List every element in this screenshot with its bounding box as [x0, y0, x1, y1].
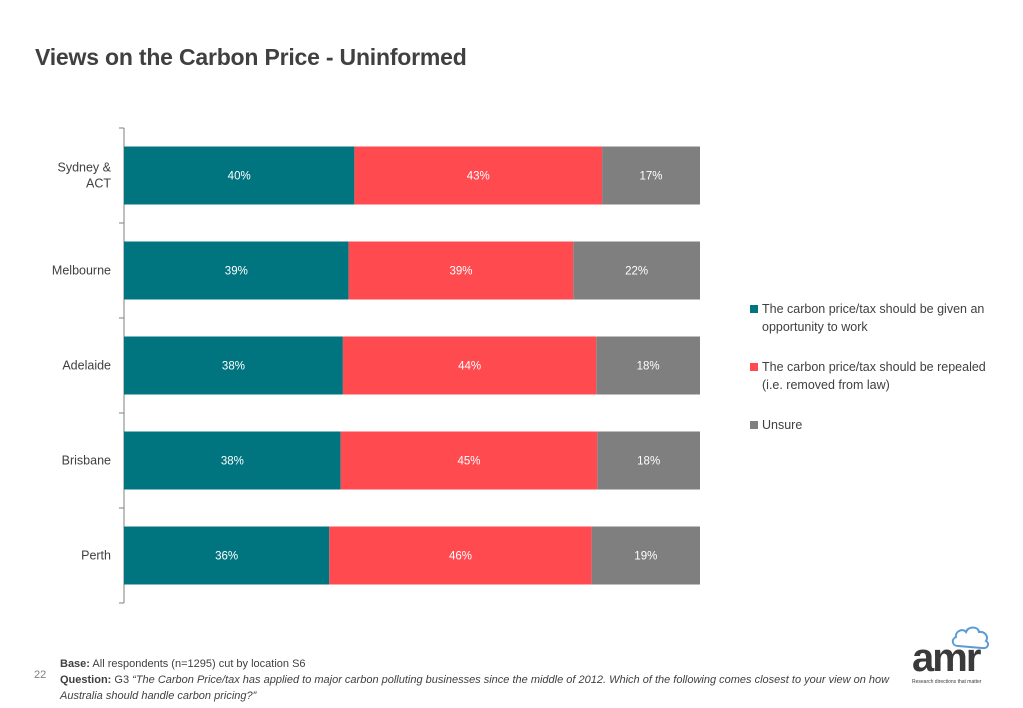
bar-brisbane-series-0 [124, 431, 341, 490]
category-label-sydney-act: Sydney & ACT [57, 161, 111, 191]
bar-perth-series-0 [124, 526, 330, 585]
legend-label-repealed: The carbon price/tax should be repealed … [762, 360, 986, 392]
data-label-perth-series-1: 46% [449, 551, 472, 563]
legend-swatch-red [750, 363, 758, 371]
data-label-perth-series-2: 19% [634, 551, 657, 563]
data-label-melbourne-series-1: 39% [449, 266, 472, 278]
bar-brisbane-series-1 [340, 431, 598, 490]
logo-tagline: Research directions that matter [912, 679, 982, 685]
chart-legend: The carbon price/tax should be given an … [750, 300, 990, 456]
page-number: 22 [34, 669, 47, 681]
data-label-melbourne-series-2: 22% [625, 266, 648, 278]
data-label-melbourne-series-0: 39% [225, 266, 248, 278]
legend-swatch-gray [750, 421, 758, 429]
data-label-adelaide-series-2: 18% [637, 361, 660, 373]
legend-item-opportunity: The carbon price/tax should be given an … [750, 300, 990, 336]
category-label-melbourne: Melbourne [52, 264, 111, 278]
page-title: Views on the Carbon Price - Uninformed [35, 44, 467, 70]
legend-label-unsure: Unsure [762, 418, 803, 432]
bar-melbourne-series-0 [124, 241, 349, 300]
data-label-perth-series-0: 36% [215, 551, 238, 563]
bar-perth-series-1 [329, 526, 592, 585]
bar-melbourne-series-1 [348, 241, 574, 300]
data-label-brisbane-series-2: 18% [637, 456, 660, 468]
base-text: All respondents (n=1295) cut by location… [92, 658, 306, 670]
legend-item-repealed: The carbon price/tax should be repealed … [750, 358, 990, 394]
bar-sydney-act-series-1 [354, 146, 603, 205]
category-label-brisbane: Brisbane [62, 454, 111, 468]
data-label-adelaide-series-0: 38% [222, 361, 245, 373]
bar-sydney-act-series-2 [602, 146, 700, 205]
amr-logo: amr Research directions that matter [908, 622, 998, 692]
logo-text: amr [912, 636, 981, 680]
category-label-perth: Perth [81, 549, 111, 563]
legend-label-opportunity: The carbon price/tax should be given an … [762, 302, 985, 334]
bar-adelaide-series-2 [596, 336, 700, 395]
cloud-icon [951, 626, 990, 650]
footer-notes: Base: All respondents (n=1295) cut by lo… [60, 656, 900, 704]
question-text: “The Carbon Price/tax has applied to maj… [60, 674, 890, 702]
data-label-sydney-act-series-1: 43% [467, 171, 490, 183]
bar-sydney-act-series-0 [124, 146, 355, 205]
base-note: Base: All respondents (n=1295) cut by lo… [60, 656, 900, 672]
legend-item-unsure: Unsure [750, 416, 990, 434]
bar-adelaide-series-1 [342, 336, 597, 395]
question-label: Question: [60, 674, 112, 686]
question-code: G3 [114, 674, 130, 686]
bar-adelaide-series-0 [124, 336, 343, 395]
data-label-brisbane-series-0: 38% [221, 456, 244, 468]
legend-swatch-teal [750, 305, 758, 313]
bar-melbourne-series-2 [573, 241, 700, 300]
base-label: Base: [60, 658, 90, 670]
data-label-sydney-act-series-0: 40% [228, 171, 251, 183]
stacked-bar-chart: Sydney & ACT 40% 43% 17% Melbourne 39% 39% 22% Ad… [52, 127, 700, 604]
data-label-brisbane-series-1: 45% [458, 456, 481, 468]
data-label-sydney-act-series-2: 17% [640, 171, 663, 183]
question-note: Question: G3 “The Carbon Price/tax has a… [60, 672, 900, 704]
data-label-adelaide-series-1: 44% [458, 361, 481, 373]
bar-brisbane-series-2 [597, 431, 700, 490]
bar-perth-series-2 [591, 526, 700, 585]
category-label-adelaide: Adelaide [62, 359, 111, 373]
